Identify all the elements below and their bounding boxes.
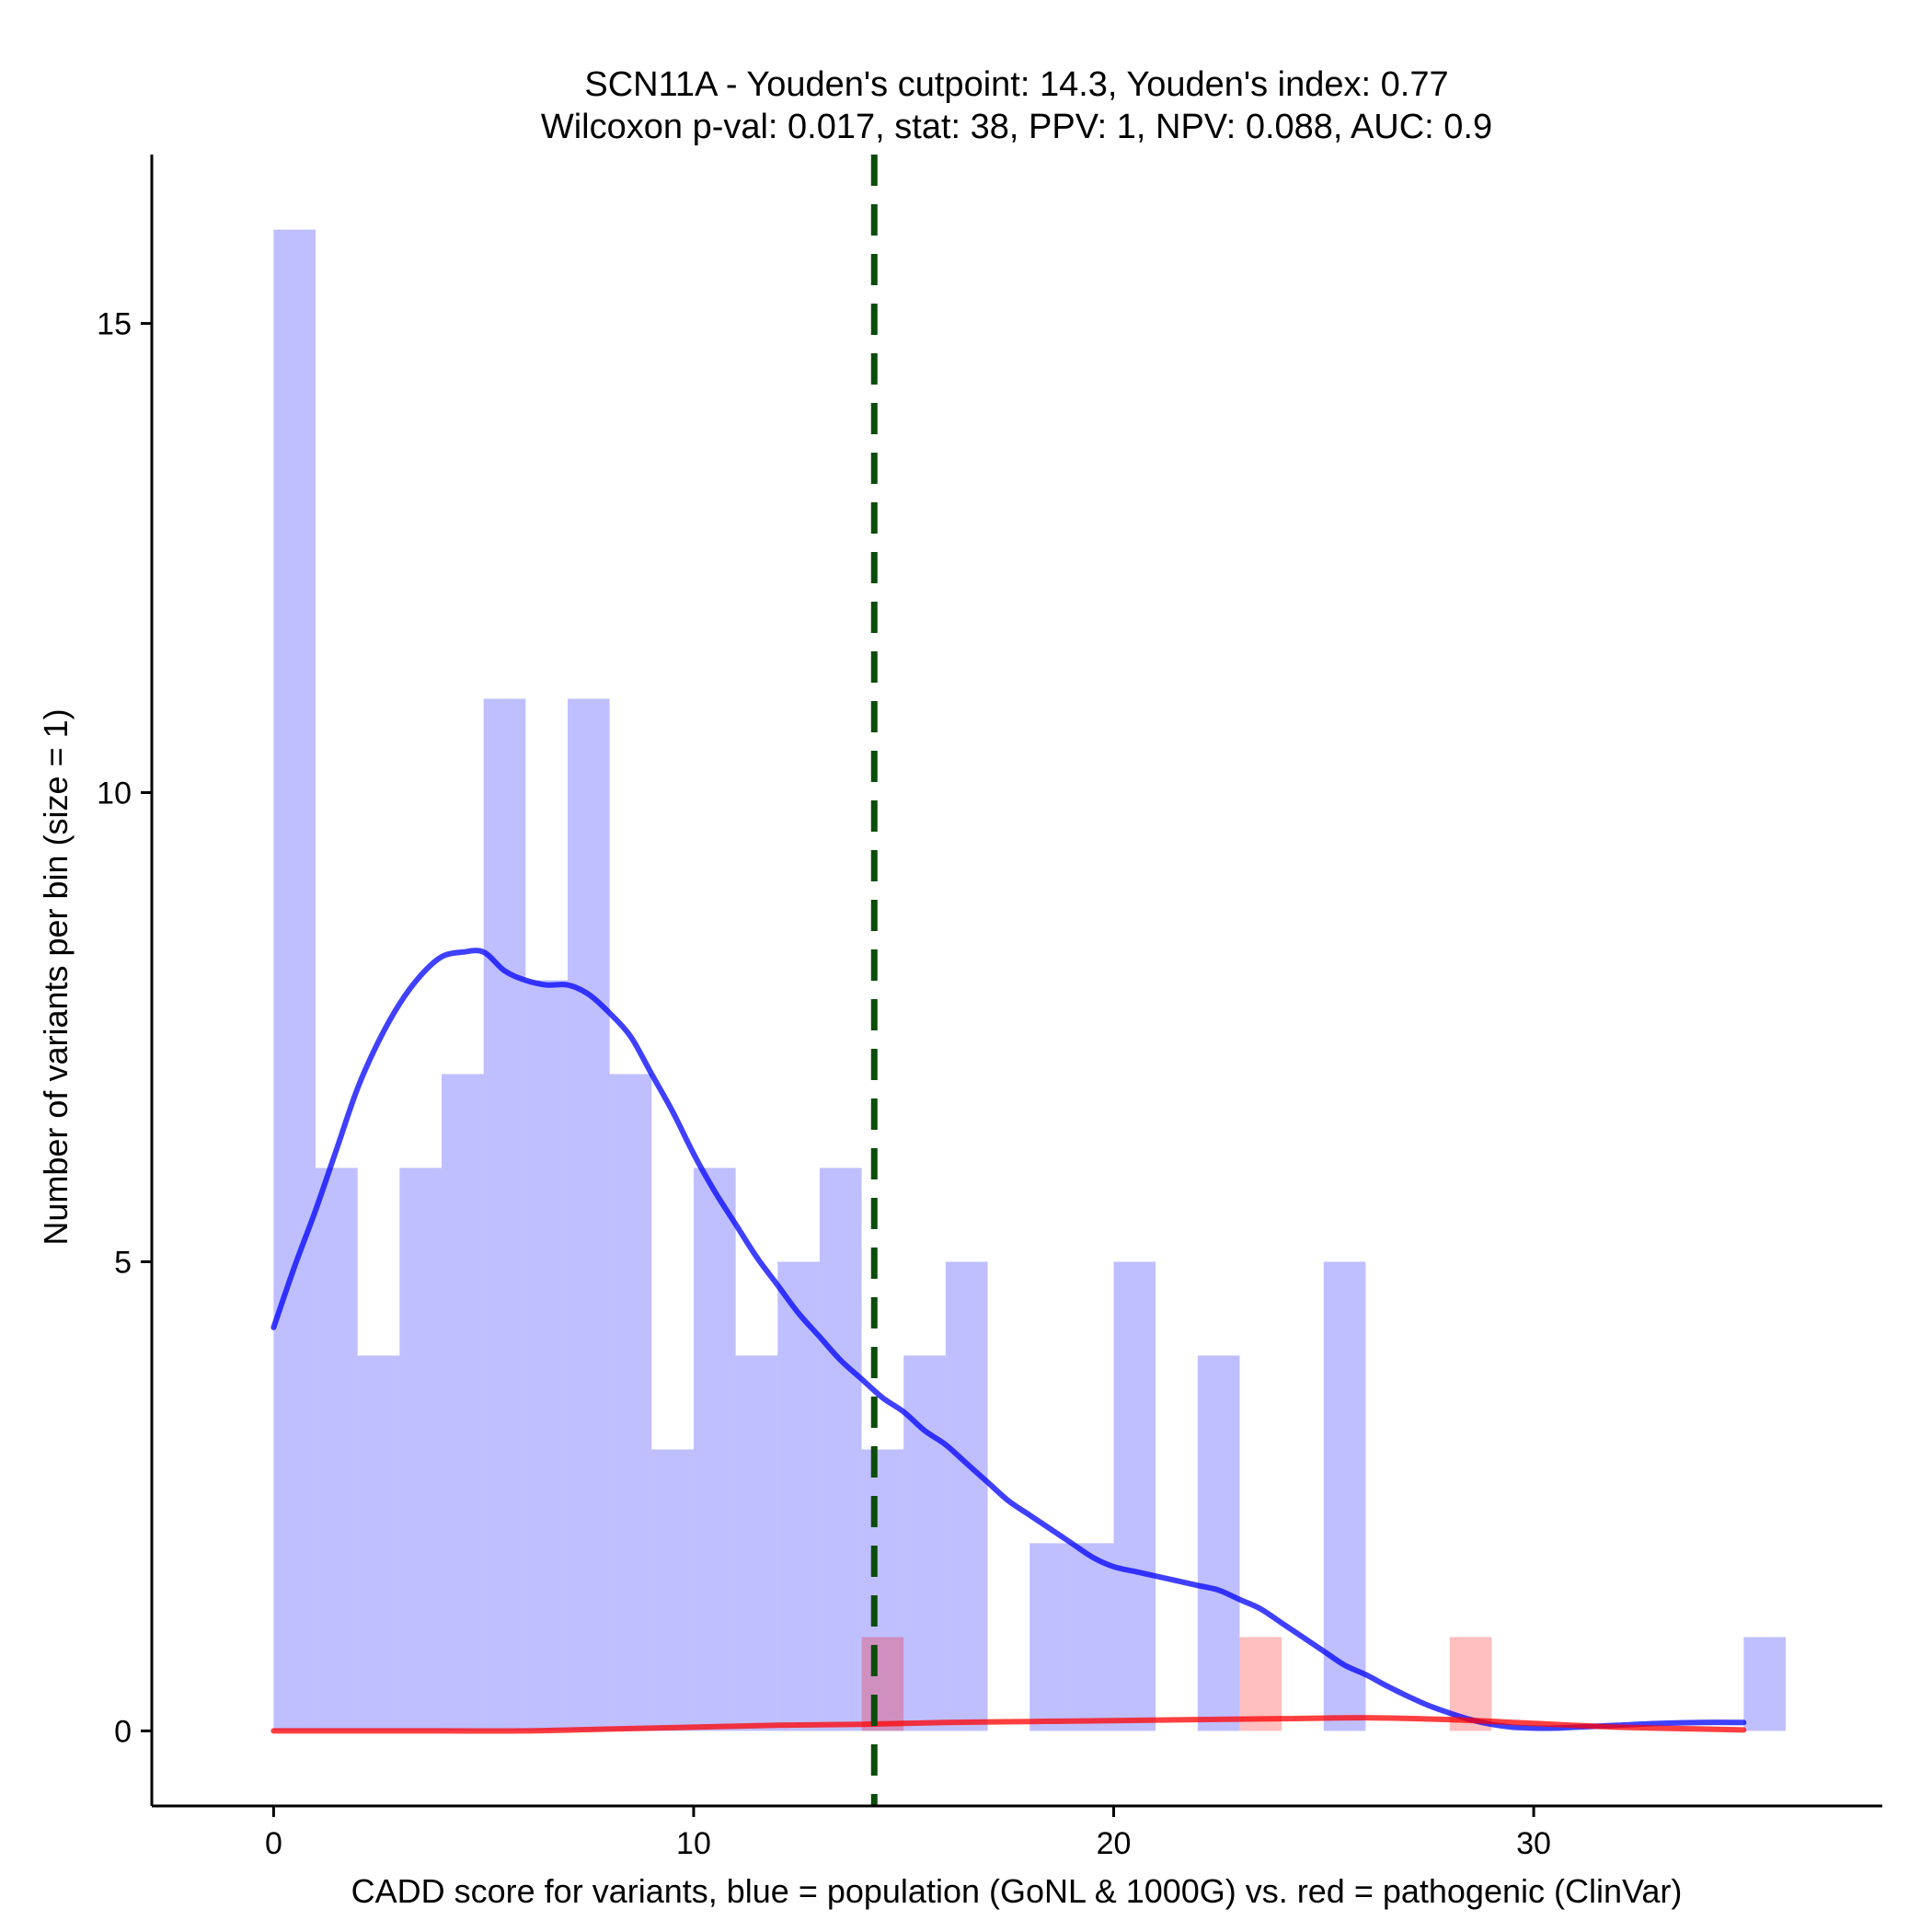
population-bar bbox=[525, 980, 568, 1731]
population-bar bbox=[483, 698, 526, 1731]
y-tick-label: 5 bbox=[114, 1245, 132, 1280]
population-bar bbox=[273, 229, 316, 1731]
population-bar bbox=[1743, 1637, 1786, 1731]
pathogenic-density-line bbox=[270, 1715, 1747, 1734]
population-bar bbox=[735, 1355, 778, 1731]
population-bar bbox=[945, 1261, 988, 1731]
population-bar bbox=[903, 1355, 946, 1731]
population-bar bbox=[316, 1167, 358, 1731]
population-bar bbox=[1113, 1261, 1156, 1731]
population-bar bbox=[1323, 1261, 1366, 1731]
ticks-layer: 0 10 20 30 0 5 10 15 bbox=[97, 307, 1551, 1861]
population-bar bbox=[819, 1167, 862, 1731]
x-tick-label: 20 bbox=[1097, 1826, 1132, 1861]
y-tick-label: 0 bbox=[114, 1714, 132, 1749]
chart-subtitle: Wilcoxon p-val: 0.017, stat: 38, PPV: 1,… bbox=[541, 108, 1492, 146]
pathogenic-bar bbox=[1239, 1637, 1282, 1731]
x-tick-label: 30 bbox=[1516, 1826, 1551, 1861]
population-bar bbox=[1197, 1355, 1240, 1731]
population-bar bbox=[1029, 1543, 1072, 1731]
population-bar bbox=[609, 1074, 652, 1731]
x-axis-label: CADD score for variants, blue = populati… bbox=[351, 1872, 1683, 1910]
population-bar bbox=[442, 1074, 484, 1731]
axes-layer bbox=[150, 155, 1882, 1808]
x-tick-label: 10 bbox=[676, 1826, 711, 1861]
y-axis-label: Number of variants per bin (size = 1) bbox=[37, 708, 75, 1245]
population-bar bbox=[651, 1449, 694, 1731]
population-bar bbox=[861, 1449, 904, 1731]
chart-title: SCN11A - Youden's cutpoint: 14.3, Youden… bbox=[584, 65, 1448, 104]
x-tick-label: 0 bbox=[265, 1826, 282, 1861]
population-bar bbox=[567, 698, 610, 1731]
population-density-line bbox=[270, 948, 1747, 1731]
density-layer bbox=[270, 948, 1747, 1734]
y-tick-label: 15 bbox=[97, 307, 132, 342]
population-bar bbox=[399, 1167, 443, 1731]
pathogenic-bar bbox=[861, 1637, 904, 1731]
population-bar bbox=[777, 1261, 820, 1731]
population-bar bbox=[693, 1167, 736, 1731]
population-bar bbox=[1071, 1543, 1114, 1731]
bars-layer bbox=[273, 229, 1786, 1731]
population-bar bbox=[357, 1355, 400, 1731]
y-tick-label: 10 bbox=[97, 776, 132, 811]
